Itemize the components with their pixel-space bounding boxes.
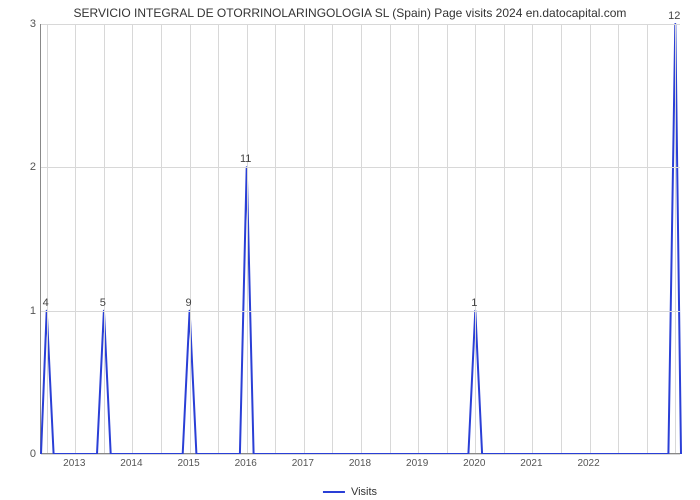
gridline-v (647, 24, 648, 453)
x-tick-label: 2016 (235, 458, 257, 469)
x-tick-label: 2015 (177, 458, 199, 469)
gridline-v (132, 24, 133, 453)
gridline-h (41, 454, 680, 455)
legend: Visits (323, 486, 377, 498)
gridline-v (47, 24, 48, 453)
x-tick-label: 2013 (63, 458, 85, 469)
gridline-v (247, 24, 248, 453)
y-tick-label: 0 (30, 448, 36, 460)
gridline-v (590, 24, 591, 453)
gridline-v (618, 24, 619, 453)
plot-area (40, 24, 680, 454)
gridline-v (75, 24, 76, 453)
gridline-v (361, 24, 362, 453)
gridline-v (161, 24, 162, 453)
gridline-v (475, 24, 476, 453)
x-tick-label: 2022 (577, 458, 599, 469)
peak-label: 1 (471, 297, 477, 309)
gridline-v (332, 24, 333, 453)
gridline-v (104, 24, 105, 453)
peak-label: 4 (43, 297, 49, 309)
x-tick-label: 2014 (120, 458, 142, 469)
gridline-v (390, 24, 391, 453)
peak-label: 11 (240, 153, 251, 165)
gridline-v (218, 24, 219, 453)
gridline-v (418, 24, 419, 453)
y-tick-label: 1 (30, 305, 36, 317)
gridline-v (504, 24, 505, 453)
peak-label: 12 (668, 10, 680, 22)
gridline-v (532, 24, 533, 453)
x-tick-label: 2017 (292, 458, 314, 469)
peak-label: 9 (186, 297, 192, 309)
gridline-v (304, 24, 305, 453)
peak-label: 5 (100, 297, 106, 309)
x-tick-label: 2019 (406, 458, 428, 469)
legend-label: Visits (351, 486, 377, 498)
chart-title: SERVICIO INTEGRAL DE OTORRINOLARINGOLOGI… (0, 6, 700, 20)
gridline-v (275, 24, 276, 453)
x-tick-label: 2021 (520, 458, 542, 469)
chart-container: SERVICIO INTEGRAL DE OTORRINOLARINGOLOGI… (0, 0, 700, 500)
gridline-v (190, 24, 191, 453)
y-tick-label: 2 (30, 161, 36, 173)
gridline-v (675, 24, 676, 453)
gridline-v (561, 24, 562, 453)
gridline-v (447, 24, 448, 453)
legend-swatch (323, 491, 345, 493)
x-tick-label: 2018 (349, 458, 371, 469)
y-tick-label: 3 (30, 18, 36, 30)
x-tick-label: 2020 (463, 458, 485, 469)
